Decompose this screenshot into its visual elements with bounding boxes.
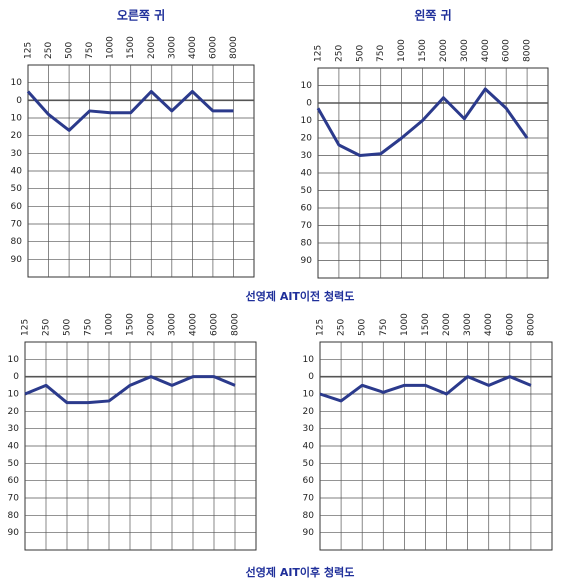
y-tick-label: 50 bbox=[8, 459, 20, 469]
y-tick-label: 60 bbox=[11, 202, 23, 212]
x-tick-label: 3000 bbox=[167, 36, 177, 59]
x-tick-label: 4000 bbox=[188, 36, 198, 59]
x-tick-label: 8000 bbox=[231, 313, 241, 336]
y-tick-label: 0 bbox=[306, 99, 312, 109]
y-tick-label: 10 bbox=[8, 390, 20, 400]
chart-title: 왼쪽 귀 bbox=[414, 8, 451, 23]
x-tick-label: 4000 bbox=[484, 313, 494, 336]
y-tick-label: 40 bbox=[301, 169, 313, 179]
y-tick-label: 70 bbox=[11, 220, 23, 230]
x-tick-label: 3000 bbox=[463, 313, 473, 336]
y-tick-label: 30 bbox=[8, 424, 20, 434]
y-tick-label: 90 bbox=[301, 256, 313, 266]
x-tick-label: 2000 bbox=[442, 313, 452, 336]
y-tick-label: 10 bbox=[303, 390, 315, 400]
data-line bbox=[319, 375, 532, 403]
y-tick-label: 50 bbox=[11, 184, 23, 194]
x-tick-label: 1500 bbox=[126, 313, 136, 336]
x-tick-label: 2000 bbox=[439, 39, 449, 62]
x-tick-label: 750 bbox=[376, 45, 386, 62]
y-tick-label: 50 bbox=[303, 459, 315, 469]
x-tick-label: 3000 bbox=[168, 313, 178, 336]
y-tick-label: 10 bbox=[301, 81, 313, 91]
x-tick-label: 250 bbox=[337, 319, 347, 336]
x-tick-label: 1000 bbox=[106, 36, 116, 59]
y-tick-label: 10 bbox=[8, 355, 20, 365]
x-tick-label: 2000 bbox=[147, 313, 157, 336]
x-tick-label: 125 bbox=[316, 319, 326, 336]
data-line bbox=[24, 375, 236, 405]
y-tick-label: 0 bbox=[16, 96, 22, 106]
y-tick-label: 40 bbox=[8, 442, 20, 452]
x-tick-label: 750 bbox=[85, 42, 95, 59]
y-tick-label: 30 bbox=[301, 151, 313, 161]
y-tick-label: 70 bbox=[303, 494, 315, 504]
y-tick-label: 20 bbox=[301, 134, 313, 144]
y-tick-label: 80 bbox=[11, 237, 23, 247]
y-tick-label: 20 bbox=[303, 407, 315, 417]
y-tick-label: 10 bbox=[11, 78, 23, 88]
y-tick-label: 10 bbox=[303, 355, 315, 365]
y-tick-label: 0 bbox=[308, 372, 314, 382]
y-tick-label: 70 bbox=[8, 494, 20, 504]
y-tick-label: 20 bbox=[8, 407, 20, 417]
y-tick-label: 20 bbox=[11, 131, 23, 141]
x-tick-label: 125 bbox=[21, 319, 31, 336]
x-tick-label: 750 bbox=[379, 319, 389, 336]
x-tick-label: 750 bbox=[84, 319, 94, 336]
x-tick-label: 1000 bbox=[400, 313, 410, 336]
caption: 선영제 AIT이전 청력도 bbox=[246, 289, 355, 303]
x-tick-label: 250 bbox=[44, 42, 54, 59]
y-tick-label: 80 bbox=[303, 511, 315, 521]
x-tick-label: 500 bbox=[65, 42, 75, 59]
x-tick-label: 1500 bbox=[418, 39, 428, 62]
y-tick-label: 30 bbox=[11, 149, 23, 159]
data-line bbox=[316, 87, 529, 157]
x-tick-label: 6000 bbox=[208, 36, 218, 59]
x-tick-label: 250 bbox=[334, 45, 344, 62]
chart-title: 오른쪽 귀 bbox=[117, 8, 165, 23]
x-tick-label: 4000 bbox=[189, 313, 199, 336]
x-tick-label: 8000 bbox=[229, 36, 239, 59]
y-tick-label: 60 bbox=[301, 204, 313, 214]
x-tick-label: 6000 bbox=[502, 39, 512, 62]
x-tick-label: 125 bbox=[314, 45, 324, 62]
y-tick-label: 90 bbox=[11, 255, 23, 265]
y-tick-label: 80 bbox=[301, 239, 313, 249]
x-tick-label: 2000 bbox=[147, 36, 157, 59]
x-tick-label: 6000 bbox=[210, 313, 220, 336]
y-tick-label: 50 bbox=[301, 186, 313, 196]
x-tick-label: 1000 bbox=[105, 313, 115, 336]
x-tick-label: 500 bbox=[355, 45, 365, 62]
x-tick-label: 250 bbox=[42, 319, 52, 336]
y-tick-label: 30 bbox=[303, 424, 315, 434]
x-tick-label: 1500 bbox=[421, 313, 431, 336]
y-tick-label: 10 bbox=[301, 116, 313, 126]
x-tick-label: 6000 bbox=[505, 313, 515, 336]
y-tick-label: 90 bbox=[303, 528, 315, 538]
x-tick-label: 500 bbox=[358, 319, 368, 336]
data-line bbox=[26, 90, 234, 132]
x-tick-label: 125 bbox=[24, 42, 34, 59]
y-tick-label: 40 bbox=[303, 442, 315, 452]
y-tick-label: 60 bbox=[8, 476, 20, 486]
y-tick-label: 0 bbox=[13, 372, 19, 382]
x-tick-label: 1000 bbox=[397, 39, 407, 62]
y-tick-label: 80 bbox=[8, 511, 20, 521]
y-tick-label: 90 bbox=[8, 528, 20, 538]
x-tick-label: 4000 bbox=[481, 39, 491, 62]
y-tick-label: 60 bbox=[303, 476, 315, 486]
y-tick-label: 40 bbox=[11, 167, 23, 177]
y-tick-label: 70 bbox=[301, 221, 313, 231]
x-tick-label: 8000 bbox=[526, 313, 536, 336]
x-tick-label: 8000 bbox=[523, 39, 533, 62]
x-tick-label: 1500 bbox=[126, 36, 136, 59]
x-tick-label: 500 bbox=[63, 319, 73, 336]
caption: 선영제 AIT이후 청력도 bbox=[246, 565, 355, 579]
y-tick-label: 10 bbox=[11, 114, 23, 124]
x-tick-label: 3000 bbox=[460, 39, 470, 62]
